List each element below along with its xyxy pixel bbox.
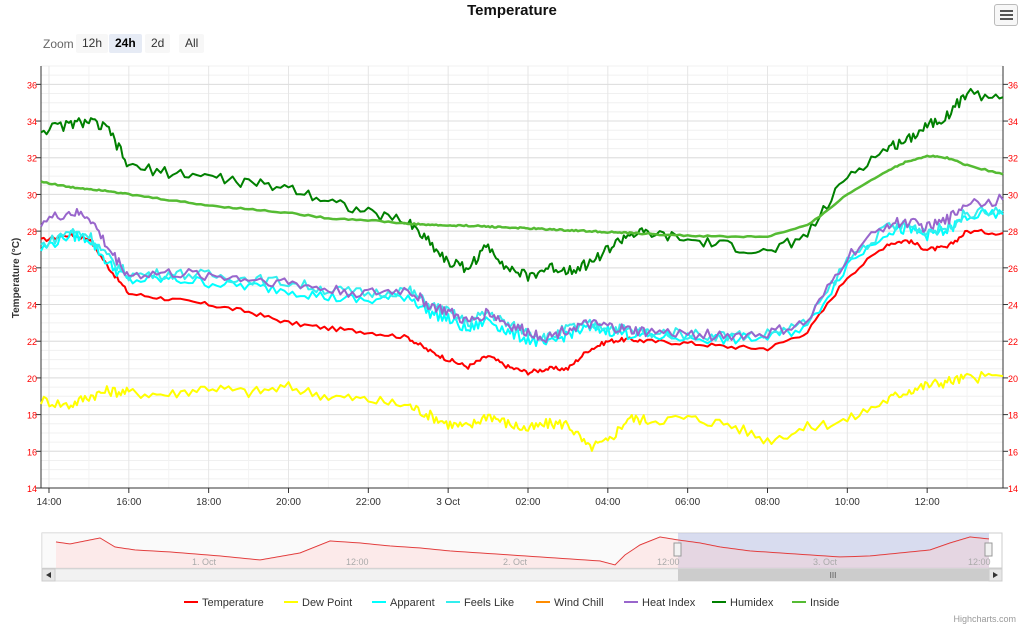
scrollbar-grip: III — [830, 571, 837, 580]
navigator-handle-right[interactable] — [984, 542, 993, 557]
scrollbar-thumb[interactable] — [678, 569, 989, 581]
chart-title: Temperature — [467, 2, 557, 19]
navigator-selection[interactable] — [678, 533, 989, 568]
zoom-button-all[interactable]: All — [179, 34, 205, 53]
navigator-label: 12:00 — [968, 557, 991, 567]
zoom-button-24h[interactable]: 24h — [109, 34, 142, 53]
zoom-label: Zoom — [43, 37, 74, 51]
navigator-label: 12:00 — [657, 557, 680, 567]
navigator-label: 12:00 — [346, 557, 369, 567]
zoom-button-12h[interactable]: 12h — [76, 34, 109, 53]
credits-link[interactable]: Highcharts.com — [953, 614, 1016, 624]
navigator-handle-left[interactable] — [673, 542, 682, 557]
arrow-left-icon — [46, 572, 51, 578]
zoom-button-2d[interactable]: 2d — [145, 34, 171, 53]
navigator-label: 1. Oct — [192, 557, 217, 567]
arrow-right-icon — [993, 572, 998, 578]
navigator-label: 3. Oct — [813, 557, 838, 567]
navigator-label: 2. Oct — [503, 557, 528, 567]
hamburger-icon[interactable] — [994, 4, 1018, 26]
navigator-series — [55, 536, 990, 566]
